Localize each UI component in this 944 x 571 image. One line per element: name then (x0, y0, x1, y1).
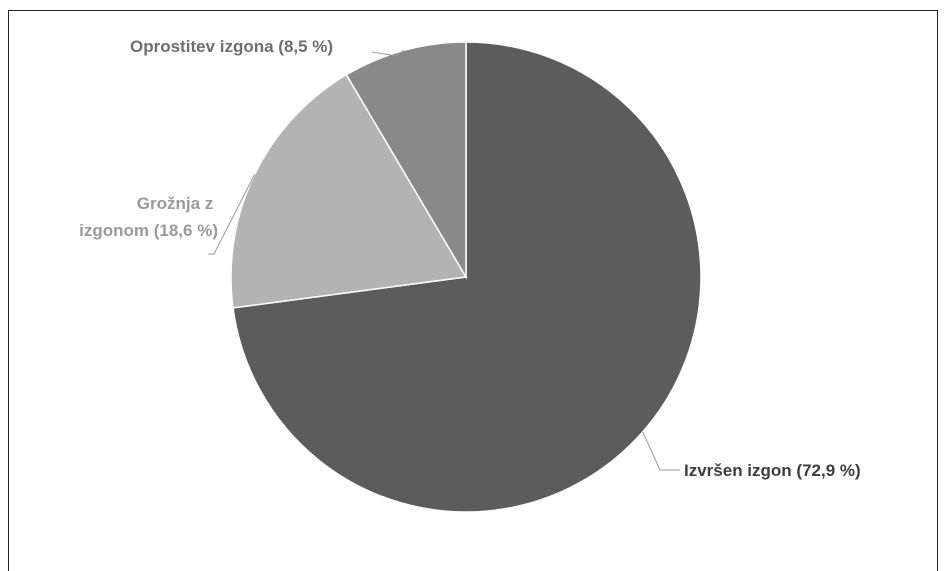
slice-labels: Izvršen izgon (72,9 %) Grožnja z izgonom… (79, 37, 861, 480)
leader-line-0 (642, 431, 680, 471)
pie-slices (230, 41, 702, 513)
slice-label-line-1: Grožnja z (137, 194, 214, 213)
leader-line-2 (371, 49, 405, 57)
pie-slice-izvr-en-izgon (232, 41, 702, 513)
slice-label-groznja-z-izgonom: Grožnja z izgonom (18,6 %) (79, 194, 218, 240)
leader-lines (208, 49, 680, 471)
leader-line-1 (208, 174, 256, 255)
slice-label-izvrsen-izgon: Izvršen izgon (72,9 %) (684, 461, 861, 480)
slice-label-oprostitev-izgona: Oprostitev izgona (8,5 %) (130, 37, 333, 56)
chart-frame (8, 10, 938, 571)
slice-label-line-2: izgonom (18,6 %) (79, 221, 218, 240)
